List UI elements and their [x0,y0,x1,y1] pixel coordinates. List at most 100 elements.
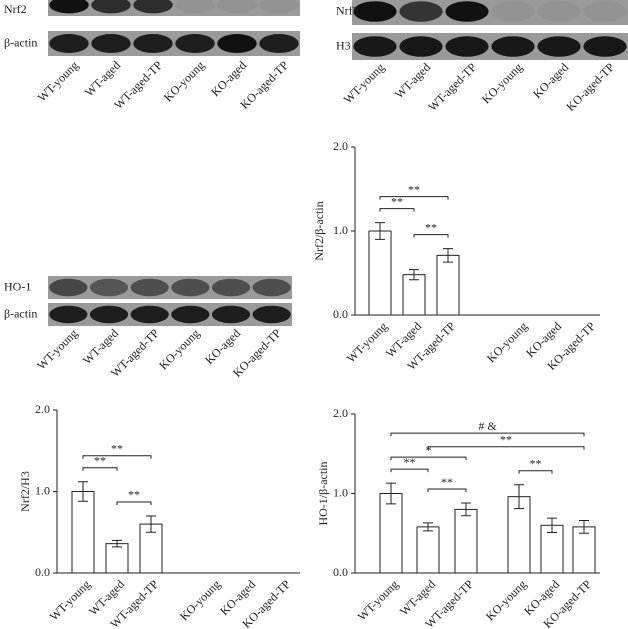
lane-label: WT-young [35,58,81,104]
blot-band [89,305,129,324]
blot-band [353,1,397,22]
y-tick-label: 2.0 [333,139,348,153]
error-bar [112,539,122,548]
bar [368,230,392,316]
blot-band [217,0,257,14]
significance-label: ** [500,433,512,447]
error-bar [579,520,589,534]
lane-label: KO-young [479,60,525,106]
lane-label: WT-aged [392,60,433,101]
blot-band [252,278,291,297]
blot-band [537,1,581,22]
blot-band [133,34,173,53]
x-tick-label: KO-young [484,319,530,365]
significance-label: ** [111,441,123,455]
bar [402,274,426,316]
y-tick-label: 2.0 [333,406,348,420]
blot-band [445,36,489,57]
blot-row-label: β-actin [4,35,37,49]
error-bar [423,522,433,532]
blot-band [211,278,251,297]
significance-label: ** [391,194,403,208]
blot-band [353,36,397,57]
significance-label: ** [530,457,542,471]
significance-bracket [427,488,467,493]
significance-bracket [427,446,585,450]
error-bar [443,248,453,263]
blot-band [175,34,215,53]
blot-band [91,34,131,53]
significance-bracket [379,196,449,200]
y-tick-label: 1.0 [333,485,348,499]
significance-bracket [390,456,467,461]
significance-bracket [82,455,152,459]
error-bar [78,481,88,502]
x-tick-label: KO-young [483,577,529,623]
lane-label: KO-aged [208,58,249,99]
blot-band [49,305,88,324]
blot-row-label: HO-1 [4,279,31,293]
significance-label: ** [425,220,437,234]
error-bar [461,502,471,517]
blot-band [252,305,291,324]
y-tick-label: 0.0 [333,565,348,579]
x-tick-label: WT-young [344,319,390,365]
blot-band [211,305,251,324]
significance-label: ** [408,182,420,196]
bar [105,543,129,574]
y-tick-label: 2.0 [35,402,50,416]
significance-bracket [413,234,449,238]
blot-band [399,1,443,22]
error-bar [386,482,396,505]
lane-label: WT-aged-TP [425,60,479,114]
blot-band [133,0,173,14]
blot-row-label: Nrf2 [4,2,27,16]
blot-strip [48,31,300,56]
blot-band [49,0,89,14]
y-axis-label: Nrf2/H3 [18,471,32,512]
y-tick-label: 1.0 [333,223,348,237]
blot-band [217,34,257,53]
blot-band [491,36,535,57]
significance-label: # & [478,419,497,433]
significance-bracket [379,208,415,212]
y-tick-label: 1.0 [35,483,50,497]
bar [436,254,460,316]
lane-label: KO-young [156,326,202,372]
error-bar [146,515,156,533]
error-bar [547,517,557,533]
significance-label: ** [404,455,416,469]
blot-band [259,34,299,53]
significance-bracket [518,470,553,474]
blot-band [91,0,131,14]
blot-row-label: H3 [336,38,351,52]
error-bar [514,484,524,510]
significance-label: ** [94,453,106,467]
blot-band [130,305,169,324]
bar [454,508,478,574]
x-tick-label: WT-young [355,577,401,623]
y-tick-label: 0.0 [35,565,50,579]
y-axis-label: Nrf2/β-actin [312,201,326,260]
significance-label: ** [128,488,140,502]
y-tick-label: 0.0 [333,307,348,321]
bar [71,491,95,574]
significance-label: * [426,443,432,457]
blot-row-label: β-actin [4,306,37,320]
blot-band [583,1,627,22]
significance-bracket [390,432,585,437]
lane-label: WT-young [34,326,80,372]
blot-band [445,1,489,22]
blot-row-label: Nrf2 [336,3,359,17]
lane-label: WT-young [341,60,387,106]
lane-label: KO-young [161,58,207,104]
significance-bracket [390,468,429,473]
lane-label: WT-aged [80,326,121,367]
blot-band [491,1,535,22]
blot-band [171,305,210,324]
significance-label: ** [441,475,453,489]
error-bar [375,222,385,240]
blot-band [49,278,88,297]
blot-band [171,278,210,297]
